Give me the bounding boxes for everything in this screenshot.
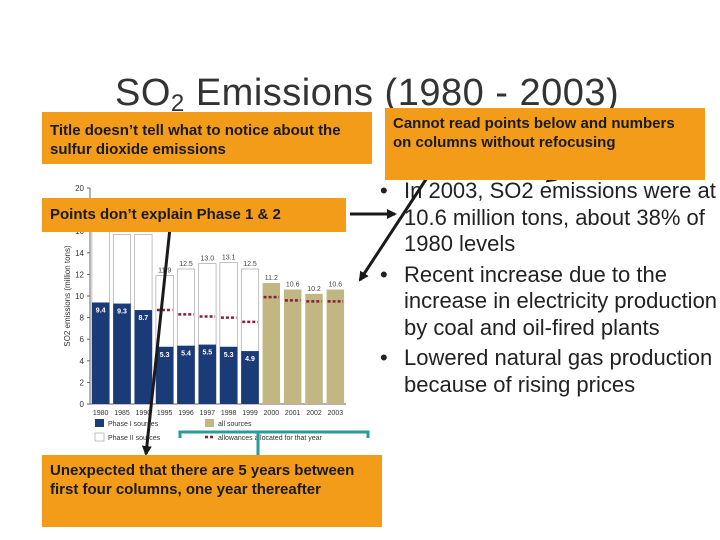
- bar-phase1: [219, 346, 238, 404]
- bar-phase1: [134, 310, 153, 404]
- legend-phase1-swatch: [95, 419, 104, 427]
- x-tick-label: 1998: [221, 410, 237, 417]
- bar-total-label: 12.5: [243, 261, 257, 268]
- bar-total-label: 13.1: [222, 255, 236, 262]
- slide-title: SO2 Emissions (1980 - 2003): [115, 72, 619, 118]
- bar-total-label: 10.6: [329, 282, 343, 289]
- bar-phase1-label: 5.5: [202, 350, 212, 357]
- legend-phase1-label: Phase I sources: [108, 421, 159, 428]
- x-tick-label: 1995: [157, 410, 173, 417]
- bullet-text: In 2003, SO2 emissions were at 10.6 mill…: [404, 178, 716, 256]
- bullet-dot-icon: •: [380, 261, 388, 287]
- y-tick-label: 10: [75, 292, 84, 301]
- bar-total-label: 13.0: [201, 256, 215, 263]
- years-bracket: [178, 430, 370, 456]
- bar-phase1-label: 4.9: [245, 356, 255, 363]
- bar-phase1-label: 9.4: [96, 307, 106, 314]
- title-subscript: 2: [170, 90, 185, 117]
- bullet-dot-icon: •: [380, 345, 388, 370]
- x-tick-label: 2000: [264, 410, 280, 417]
- title-main: SO: [115, 72, 171, 114]
- bar-phase1: [113, 303, 131, 404]
- bar-total-label: 11.2: [265, 275, 278, 282]
- x-tick-label: 1985: [114, 410, 130, 417]
- bar-phase1: [198, 344, 217, 404]
- y-tick-label: 14: [75, 249, 84, 258]
- y-tick-label: 6: [80, 335, 85, 344]
- bar-total-label: 12.5: [179, 261, 193, 268]
- legend-phase2-swatch: [94, 432, 105, 442]
- bar-all-sources: [262, 283, 281, 404]
- x-tick-label: 1990: [136, 410, 152, 417]
- bar-phase1: [91, 302, 110, 404]
- title-rest: Emissions (1980 - 2003): [184, 72, 620, 114]
- y-tick-label: 12: [75, 270, 84, 279]
- bar-phase1: [241, 351, 259, 404]
- bar-phase1: [177, 345, 195, 404]
- bar-phase1-label: 9.3: [117, 309, 127, 316]
- bar-phase1-label: 5.3: [224, 352, 234, 359]
- x-tick-label: 2002: [306, 410, 322, 417]
- bar-phase1-label: 8.7: [138, 315, 148, 322]
- bullet-dot-icon: •: [380, 178, 388, 203]
- bar-all-sources: [283, 289, 302, 404]
- y-tick-label: 20: [75, 184, 84, 193]
- x-tick-label: 1980: [93, 410, 109, 417]
- bullet-item: • In 2003, SO2 emissions were at 10.6 mil…: [378, 178, 718, 258]
- x-tick-label: 2001: [285, 410, 301, 417]
- legend-all-sources-label: all sources: [218, 421, 252, 428]
- bar-total-label: 10.2: [307, 286, 321, 293]
- x-tick-label: 2003: [328, 410, 344, 417]
- bar-total-label: 10.6: [286, 282, 300, 289]
- callout-readability-note: Cannot read points below and numbers on …: [385, 108, 705, 180]
- bullet-item: • Recent increase due to the increase in …: [378, 262, 718, 342]
- y-tick-label: 8: [80, 314, 85, 323]
- x-tick-label: 1997: [200, 410, 216, 417]
- x-tick-label: 1999: [242, 410, 258, 417]
- bar-phase1-label: 5.4: [181, 351, 191, 358]
- bar-all-sources: [305, 293, 323, 404]
- y-tick-label: 2: [80, 378, 85, 387]
- bullet-text: Recent increase due to the increase in e…: [404, 261, 718, 340]
- bullet-text: Lowered natural gas production because o…: [404, 345, 713, 397]
- y-tick-label: 4: [80, 357, 85, 366]
- bar-all-sources: [326, 289, 345, 404]
- y-axis-label: SO2 emissions (million tons): [63, 245, 72, 347]
- bar-phase1: [155, 346, 174, 404]
- arrow-to-legend: [141, 227, 172, 456]
- callout-years-note: Unexpected that there are 5 years betwee…: [42, 455, 382, 527]
- bar-phase1-label: 5.3: [160, 352, 170, 359]
- legend-phase2-label: Phase II sources: [108, 435, 161, 442]
- x-tick-label: 1996: [178, 410, 194, 417]
- callout-title-note: Title doesn’t tell what to notice about …: [42, 112, 372, 164]
- bullet-item: • Lowered natural gas production because …: [378, 345, 718, 398]
- legend-all-sources-swatch: [205, 419, 214, 427]
- y-tick-label: 0: [80, 400, 85, 409]
- callout-points-note: Points don’t explain Phase 1 & 2: [42, 198, 346, 232]
- bullet-list: • In 2003, SO2 emissions were at 10.6 mil…: [378, 178, 718, 402]
- legend-allowances-label: allowances allocated for that year: [218, 435, 323, 442]
